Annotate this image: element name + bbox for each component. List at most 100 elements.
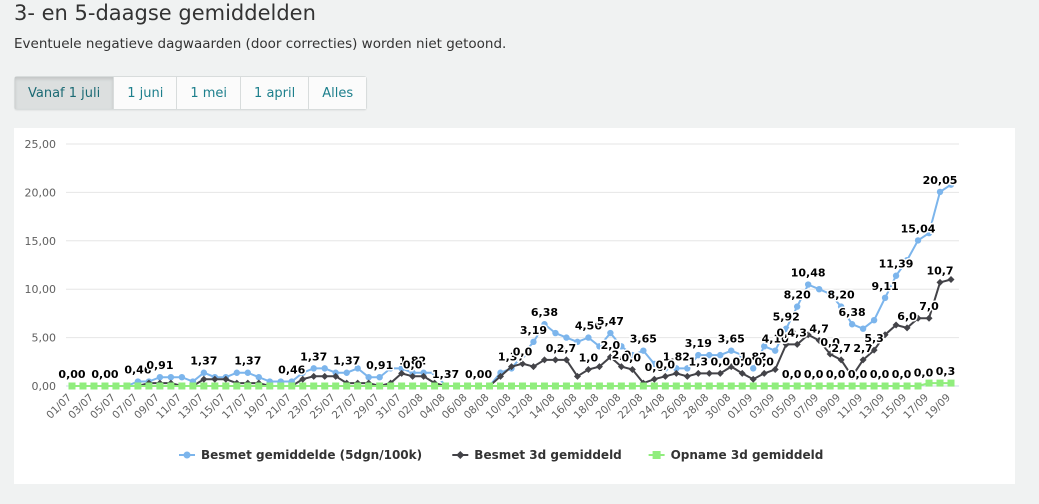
data-point: [497, 382, 505, 390]
data-point: [343, 382, 351, 390]
data-point: [310, 382, 318, 390]
data-point: [244, 369, 251, 376]
data-label: 10,48: [791, 267, 826, 280]
data-point: [409, 372, 417, 380]
data-label: 0,0: [546, 342, 566, 355]
data-point: [947, 276, 955, 284]
data-point: [596, 343, 603, 350]
data-point: [936, 379, 944, 387]
data-label: 0,0: [622, 351, 642, 364]
data-label: 6,0: [897, 310, 917, 323]
tab-alles[interactable]: Alles: [309, 77, 367, 109]
data-point: [705, 369, 713, 377]
data-label: 4,56: [575, 320, 602, 333]
data-point: [387, 365, 394, 372]
data-label: 1,37: [190, 355, 217, 368]
data-point: [518, 360, 526, 368]
data-point: [870, 382, 878, 390]
legend-symbol: [652, 451, 661, 459]
data-point: [661, 382, 669, 390]
tab-1-mei[interactable]: 1 mei: [177, 77, 242, 109]
data-label: 1,37: [300, 350, 327, 363]
data-label: 5,92: [773, 311, 800, 324]
data-label: 15,04: [901, 222, 936, 235]
data-point: [618, 343, 625, 350]
data-label: 1,37: [432, 368, 459, 381]
data-point: [903, 256, 911, 264]
data-point: [617, 382, 625, 390]
data-point: [497, 372, 505, 380]
data-label: 2,0: [612, 349, 632, 362]
data-point: [343, 369, 350, 376]
data-label: 3,65: [630, 333, 657, 346]
data-point: [321, 365, 328, 372]
data-label: 11,39: [879, 258, 914, 271]
data-point: [552, 329, 559, 337]
data-label: 1,82: [399, 355, 426, 368]
data-point: [200, 382, 208, 390]
data-point: [573, 382, 581, 390]
data-label: 1,0: [579, 352, 599, 365]
data-point: [376, 373, 383, 381]
data-point: [233, 382, 241, 390]
data-point: [859, 356, 867, 364]
tab-1-april[interactable]: 1 april: [241, 77, 310, 109]
data-point: [178, 373, 186, 381]
data-point: [892, 382, 900, 390]
data-label: 10,7: [926, 264, 953, 277]
data-point: [892, 321, 900, 329]
data-point: [134, 382, 142, 390]
data-point: [453, 382, 461, 390]
tab-vanaf-1-juli[interactable]: Vanaf 1 juli: [15, 77, 115, 109]
data-label: 0,0: [782, 368, 802, 381]
data-label: 4,10: [762, 333, 789, 346]
data-label: 0,0: [732, 355, 752, 368]
data-point: [695, 351, 702, 359]
data-point: [859, 382, 867, 390]
legend-item: Besmet 3d gemiddeld: [474, 448, 621, 462]
data-point: [573, 372, 581, 380]
data-point: [607, 329, 614, 337]
data-point: [189, 382, 197, 390]
data-point: [486, 382, 494, 390]
data-point: [310, 365, 317, 372]
data-label: 0,00: [58, 368, 85, 381]
data-point: [782, 325, 790, 332]
data-point: [222, 382, 230, 390]
data-point: [749, 375, 757, 383]
data-point: [870, 346, 878, 354]
data-point: [683, 372, 691, 380]
data-point: [629, 351, 636, 359]
data-label: 0,0: [820, 336, 840, 349]
data-point: [848, 372, 856, 380]
data-point: [772, 347, 779, 354]
data-point: [936, 278, 944, 286]
data-point: [420, 369, 427, 376]
data-point: [584, 366, 592, 374]
data-point: [727, 363, 735, 371]
data-point: [673, 365, 680, 372]
data-point: [925, 314, 933, 322]
data-label: 0,46: [278, 364, 305, 377]
x-tick-label: 19/09: [923, 392, 953, 422]
data-label: 0,0: [826, 368, 846, 381]
data-point: [200, 369, 208, 376]
y-tick-label: 25,00: [25, 138, 57, 151]
data-point: [925, 379, 933, 387]
data-point: [354, 382, 362, 390]
data-point: [518, 382, 526, 390]
data-label: 7,0: [919, 300, 939, 313]
data-point: [914, 314, 922, 322]
data-label: 1,82: [740, 350, 767, 363]
data-point: [585, 334, 592, 341]
data-label: 9,11: [872, 280, 899, 293]
data-point: [815, 337, 823, 345]
data-point: [442, 382, 450, 390]
data-label: 3,19: [685, 337, 712, 350]
data-point: [584, 382, 592, 390]
data-point: [804, 281, 812, 288]
tab-1-juni[interactable]: 1 juni: [114, 77, 178, 109]
data-point: [837, 356, 845, 364]
data-label: 8,20: [828, 289, 855, 302]
legend-symbol: [456, 451, 465, 459]
